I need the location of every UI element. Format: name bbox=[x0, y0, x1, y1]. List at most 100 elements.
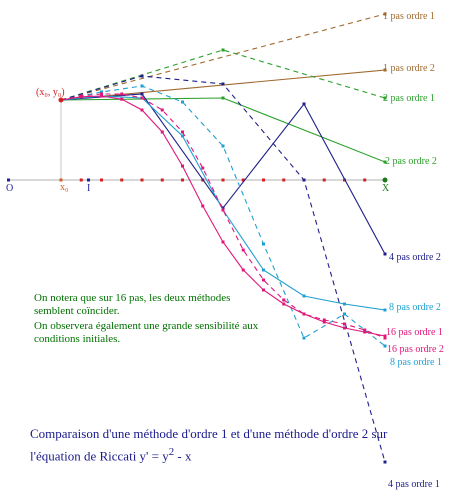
unit-label: I bbox=[87, 183, 90, 194]
series-8-pas-ordre-2-line bbox=[60, 95, 386, 311]
origin-label: O bbox=[6, 183, 13, 194]
x-axis-step-tick bbox=[262, 178, 265, 182]
series-16-pas-ordre-1-point bbox=[322, 318, 326, 322]
x-axis-step-tick bbox=[100, 178, 103, 182]
series-2-pas-ordre-1-line bbox=[60, 49, 386, 101]
series-2-pas-ordre-1-point bbox=[221, 48, 225, 52]
series-4-pas-ordre-2-line bbox=[60, 93, 386, 255]
series-16-pas-ordre-1-point bbox=[181, 130, 184, 134]
series-8-pas-ordre-1-point bbox=[383, 344, 387, 348]
label-4-pas-ordre-1: 4 pas ordre 1 bbox=[388, 479, 440, 490]
series-8-pas-ordre-2-point bbox=[383, 308, 387, 312]
series-16-pas-ordre-1-point bbox=[120, 92, 124, 96]
series-4-pas-ordre-2-point bbox=[140, 92, 144, 96]
series-16-pas-ordre-2-point bbox=[241, 268, 245, 272]
series-4-pas-ordre-1-point bbox=[383, 460, 387, 464]
origin-point bbox=[7, 178, 10, 182]
series-4-pas-ordre-1-point bbox=[302, 178, 306, 182]
series-4-pas-ordre-2-point bbox=[221, 206, 225, 210]
series-8-pas-ordre-2-point bbox=[262, 268, 265, 272]
series-8-pas-ordre-2-point bbox=[181, 134, 184, 138]
series-4-pas-ordre-1-point bbox=[221, 82, 225, 86]
series-16-pas-ordre-2-point bbox=[201, 204, 205, 208]
series-16-pas-ordre-1-point bbox=[383, 336, 387, 340]
unit-point bbox=[87, 178, 90, 182]
label-16-pas-ordre-2: 16 pas ordre 2 bbox=[387, 344, 444, 355]
series-8-pas-ordre-1-point bbox=[140, 84, 144, 88]
series-2-pas-ordre-2-point bbox=[383, 160, 387, 164]
series-16-pas-ordre-2-point bbox=[343, 326, 346, 330]
series-1-pas-ordre-2-point bbox=[383, 68, 387, 72]
series-16-pas-ordre-1-point bbox=[221, 208, 225, 212]
series-16-pas-ordre-1-point bbox=[343, 322, 346, 326]
series-2-pas-ordre-1-point bbox=[383, 96, 387, 100]
series-8-pas-ordre-1-point bbox=[343, 312, 346, 316]
series-4-pas-ordre-2-point bbox=[383, 252, 387, 256]
series-16-pas-ordre-2-point bbox=[363, 330, 367, 334]
start-point bbox=[58, 97, 64, 103]
label-2-pas-ordre-2: 2 pas ordre 2 bbox=[385, 156, 437, 167]
series-16-pas-ordre-1-point bbox=[140, 96, 144, 100]
note-16-steps: On notera que sur 16 pas, les deux métho… bbox=[34, 292, 231, 317]
series-16-pas-ordre-2-point bbox=[322, 320, 326, 324]
series-16-pas-ordre-2-point bbox=[302, 312, 306, 316]
series-16-pas-ordre-1-point bbox=[262, 278, 265, 282]
label-8-pas-ordre-1: 8 pas ordre 1 bbox=[390, 357, 442, 368]
series-16-pas-ordre-1-point bbox=[282, 298, 286, 302]
series-4-pas-ordre-2-point bbox=[302, 102, 306, 106]
x-axis-step-tick bbox=[241, 178, 245, 182]
x-axis-step-tick bbox=[181, 178, 184, 182]
x-axis-step-tick bbox=[363, 178, 367, 182]
series-8-pas-ordre-1-point bbox=[181, 100, 184, 104]
series-4-pas-ordre-1-point bbox=[140, 74, 144, 78]
note-sensitivity: On observera également une grande sensib… bbox=[34, 320, 259, 345]
x-axis-step-tick bbox=[282, 178, 286, 182]
start-point-label: (x₀, y₀) bbox=[36, 87, 65, 98]
series-16-pas-ordre-1-point bbox=[201, 166, 205, 170]
label-16-pas-ordre-1: 16 pas ordre 1 bbox=[386, 327, 443, 338]
series-16-pas-ordre-2-point bbox=[100, 94, 103, 98]
caption-text: Comparaison d'une méthode d'ordre 1 et d… bbox=[30, 426, 388, 464]
series-16-pas-ordre-2-point bbox=[79, 95, 83, 99]
caption-exponent: 2 bbox=[168, 446, 175, 458]
series-4-pas-ordre-1-line bbox=[60, 75, 386, 463]
series-1-pas-ordre-1-point bbox=[383, 12, 387, 16]
series-16-pas-ordre-2-point bbox=[221, 240, 225, 244]
label-2-pas-ordre-1: 2 pas ordre 1 bbox=[383, 93, 435, 104]
x-axis-step-tick bbox=[322, 178, 326, 182]
series-group bbox=[58, 12, 387, 464]
series-8-pas-ordre-1-point bbox=[262, 242, 265, 246]
end-label: X bbox=[382, 183, 390, 194]
chart-caption: Comparaison d'une méthode d'ordre 1 et d… bbox=[30, 424, 410, 465]
series-16-pas-ordre-1-point bbox=[100, 92, 103, 96]
series-2-pas-ordre-2-point bbox=[221, 96, 225, 100]
x0-label: x₀ bbox=[60, 182, 69, 193]
series-16-pas-ordre-1-point bbox=[363, 328, 367, 332]
series-8-pas-ordre-1-point bbox=[100, 90, 103, 94]
series-8-pas-ordre-2-point bbox=[302, 294, 306, 298]
series-16-pas-ordre-2-point bbox=[383, 334, 387, 338]
series-16-pas-ordre-2-point bbox=[160, 130, 164, 134]
series-16-pas-ordre-1-line bbox=[60, 93, 386, 339]
series-16-pas-ordre-2-point bbox=[282, 302, 286, 306]
series-2-pas-ordre-2-line bbox=[60, 97, 386, 163]
series-16-pas-ordre-1-point bbox=[160, 108, 164, 112]
series-16-pas-ordre-2-point bbox=[120, 97, 124, 101]
caption-tail: - x bbox=[174, 448, 192, 464]
x0-point bbox=[59, 178, 63, 182]
label-1-pas-ordre-2: 1 pas ordre 2 bbox=[383, 63, 435, 74]
series-8-pas-ordre-1-point bbox=[302, 336, 306, 340]
series-16-pas-ordre-2-point bbox=[181, 164, 184, 168]
series-8-pas-ordre-1-line bbox=[60, 85, 386, 347]
series-8-pas-ordre-2-point bbox=[343, 302, 346, 306]
x-axis-step-tick bbox=[160, 178, 164, 182]
x-axis-step-tick bbox=[140, 178, 144, 182]
label-1-pas-ordre-1: 1 pas ordre 1 bbox=[383, 11, 435, 22]
series-16-pas-ordre-1-point bbox=[241, 248, 245, 252]
x-axis-step-tick bbox=[120, 178, 124, 182]
series-16-pas-ordre-2-point bbox=[262, 288, 265, 292]
series-8-pas-ordre-1-point bbox=[221, 144, 225, 148]
end-point bbox=[382, 177, 388, 183]
